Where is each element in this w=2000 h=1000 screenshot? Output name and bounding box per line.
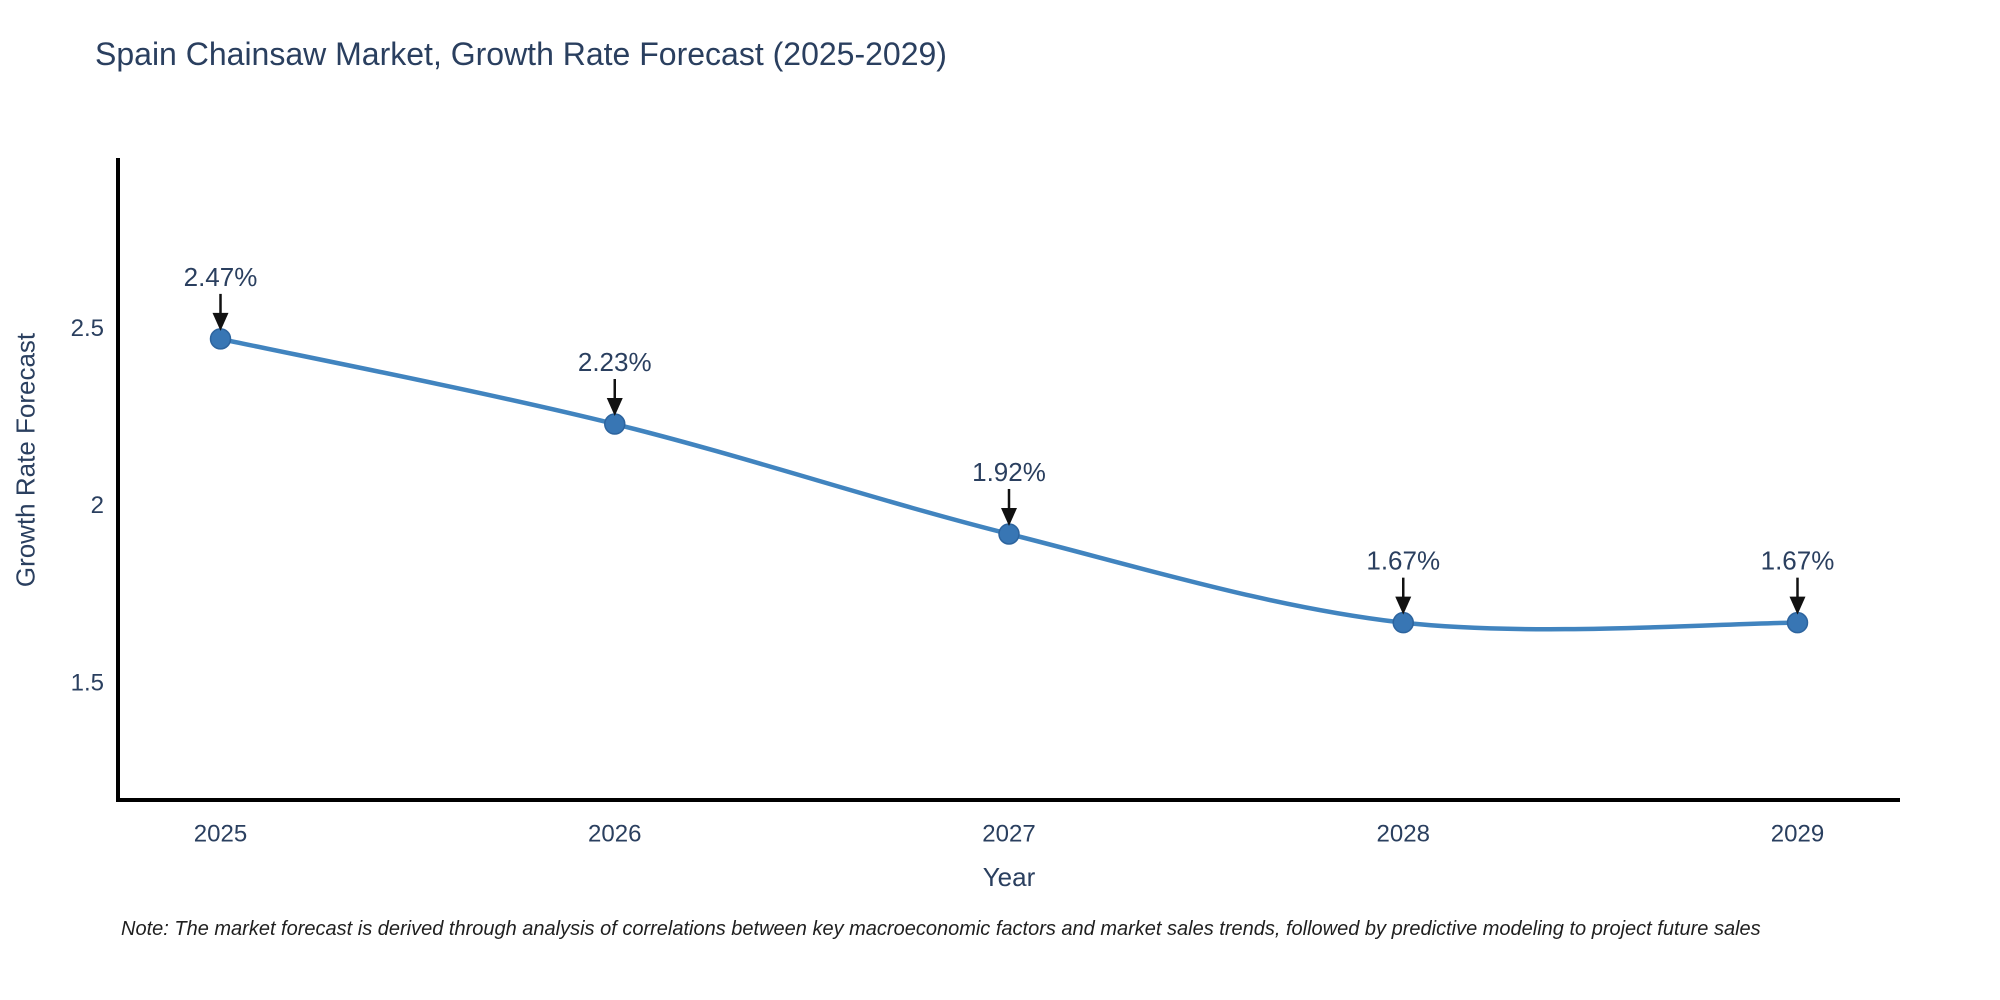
data-point-marker (1392, 611, 1414, 634)
x-tick-label: 2027 (982, 821, 1035, 848)
x-axis-label: Year (982, 862, 1036, 892)
annotation-arrowhead (1001, 507, 1017, 526)
annotation-arrowhead (212, 312, 229, 331)
annotation-arrowhead (1395, 596, 1412, 615)
point-label: 1.92% (972, 457, 1046, 487)
point-label: 2.23% (578, 347, 652, 377)
point-label: 1.67% (1366, 546, 1440, 576)
data-point-marker (604, 413, 626, 435)
data-point-marker (1786, 611, 1809, 634)
x-tick-label: 2025 (194, 821, 247, 848)
point-label: 2.47% (184, 262, 258, 292)
footnote-text: Note: The market forecast is derived thr… (121, 918, 1761, 940)
x-tick-label: 2029 (1771, 821, 1824, 848)
annotation-arrowhead (606, 398, 623, 417)
axis-lines (116, 158, 1900, 802)
data-point-marker (998, 523, 1020, 545)
point-label: 1.67% (1761, 546, 1835, 576)
data-point-marker (209, 328, 232, 350)
chart-title: Spain Chainsaw Market, Growth Rate Forec… (95, 36, 947, 72)
x-tick-label: 2028 (1377, 821, 1430, 848)
y-tick-label: 1.5 (71, 669, 104, 696)
y-tick-label: 2 (91, 492, 104, 519)
y-tick-label: 2.5 (71, 315, 104, 342)
x-tick-label: 2026 (588, 821, 641, 848)
annotation-arrowhead (1789, 596, 1806, 615)
